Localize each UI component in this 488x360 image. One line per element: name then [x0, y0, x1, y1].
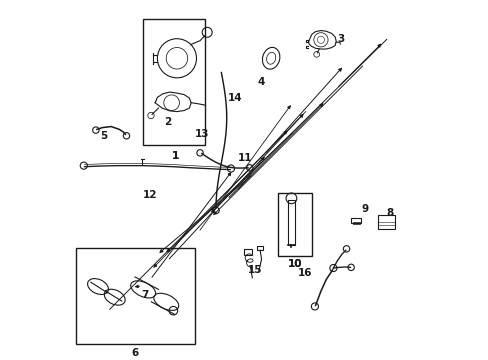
- Text: 14: 14: [227, 93, 242, 103]
- Bar: [143, 19, 205, 145]
- Bar: [244, 249, 252, 255]
- Bar: [278, 193, 311, 256]
- Text: 11: 11: [237, 153, 251, 163]
- Text: 7: 7: [141, 290, 148, 300]
- Bar: [377, 215, 394, 229]
- Text: 10: 10: [287, 259, 302, 269]
- Text: 16: 16: [297, 269, 311, 278]
- Bar: [287, 200, 294, 245]
- Bar: [256, 246, 263, 250]
- Text: 1: 1: [171, 151, 179, 161]
- Text: 3: 3: [336, 34, 344, 44]
- Bar: [76, 248, 194, 345]
- Text: 15: 15: [247, 265, 262, 275]
- Bar: [350, 218, 360, 222]
- Bar: [352, 222, 359, 224]
- Text: 10: 10: [287, 259, 302, 269]
- Text: 13: 13: [194, 129, 209, 139]
- Text: 6: 6: [131, 348, 138, 358]
- Text: 9: 9: [361, 204, 368, 215]
- Text: 4: 4: [257, 77, 264, 87]
- Text: 12: 12: [142, 190, 157, 200]
- Text: 5: 5: [100, 131, 107, 141]
- Text: 8: 8: [386, 208, 393, 218]
- Text: 1: 1: [171, 151, 179, 161]
- Text: 2: 2: [164, 117, 171, 127]
